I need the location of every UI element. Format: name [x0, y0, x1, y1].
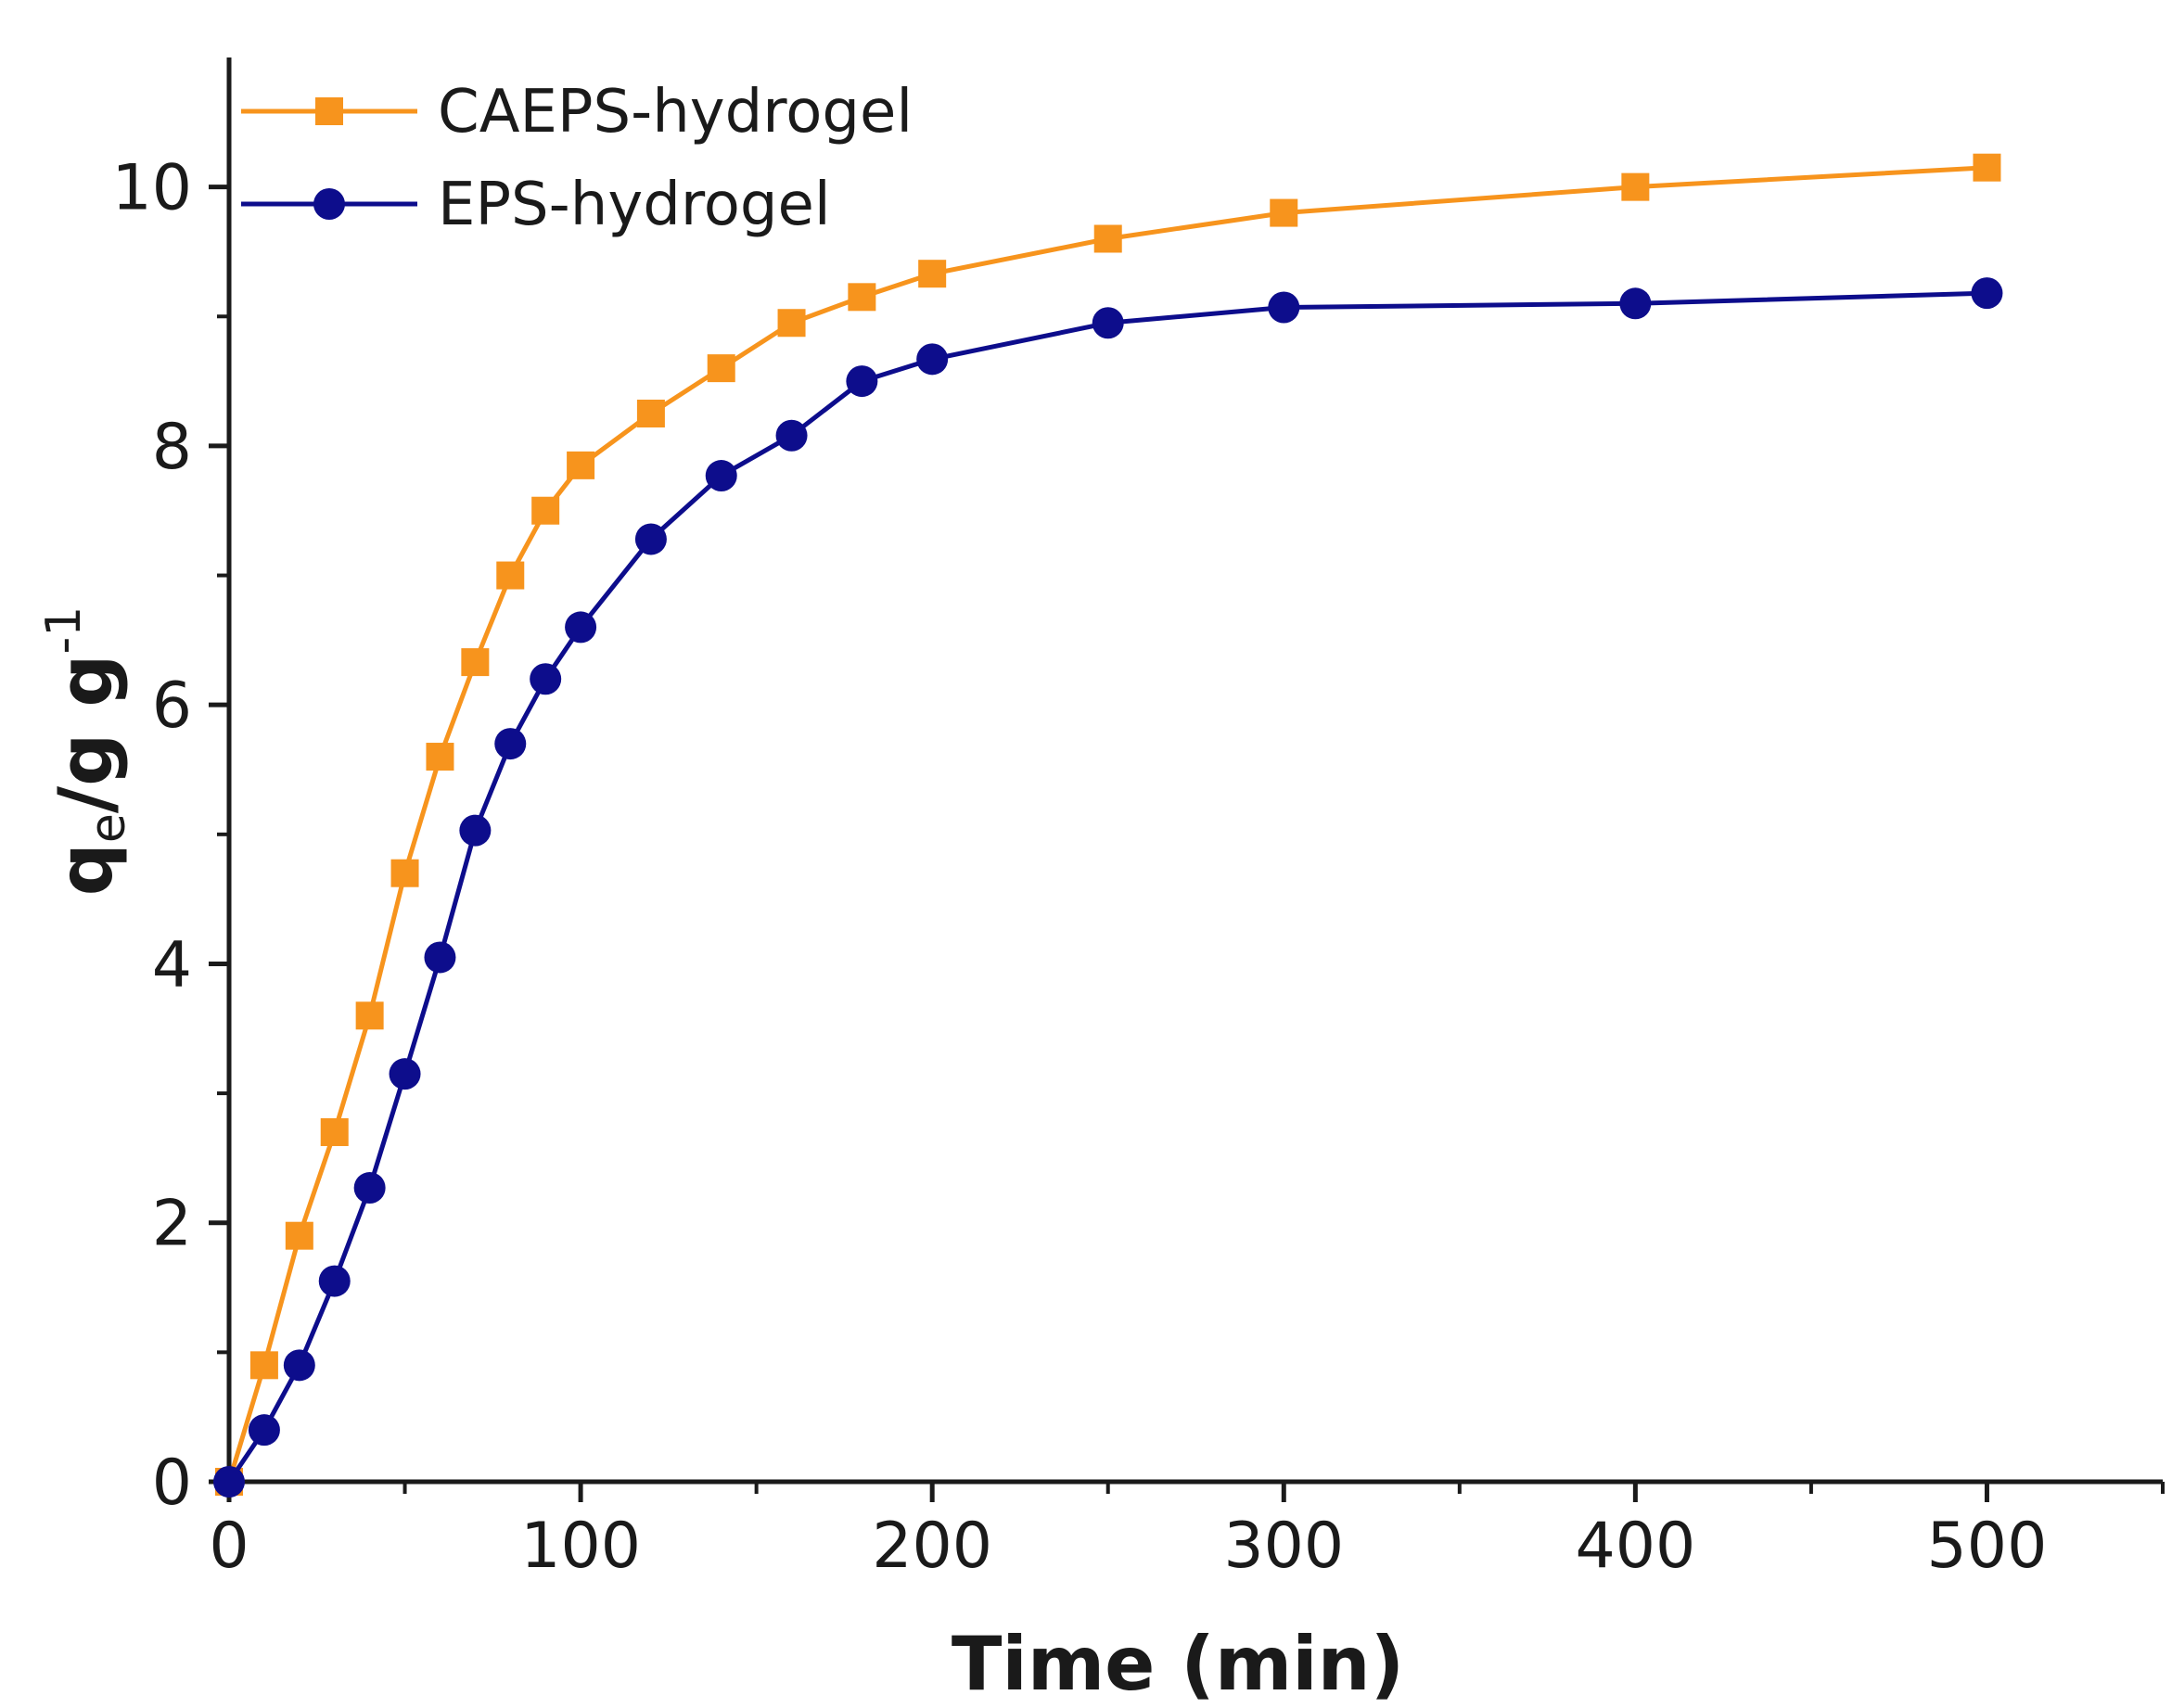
series-caeps-hydrogel [215, 153, 2001, 1496]
x-tick-label: 200 [872, 1510, 992, 1583]
y-axis-title-sub: e [81, 813, 136, 843]
data-point-caeps-hydrogel [707, 354, 735, 383]
y-axis-title: qe/g g-1 [36, 606, 136, 897]
series-line-caeps-hydrogel [226, 165, 1987, 1483]
data-point-caeps-hydrogel [320, 1117, 349, 1146]
data-point-eps-hydrogel [775, 419, 808, 452]
data-point-caeps-hydrogel [1270, 198, 1298, 227]
data-point-eps-hydrogel [1619, 287, 1652, 320]
data-point-eps-hydrogel [846, 365, 878, 398]
y-tick-label: 4 [152, 928, 192, 1001]
y-tick-label: 2 [152, 1188, 192, 1261]
data-point-caeps-hydrogel [567, 451, 595, 479]
data-point-eps-hydrogel [213, 1466, 245, 1498]
x-tick-label: 100 [520, 1510, 641, 1583]
data-point-caeps-hydrogel [636, 400, 665, 427]
data-point-eps-hydrogel [530, 663, 562, 695]
y-axis-title-unit: /g g [43, 654, 129, 813]
legend-item-caeps-hydrogel: CAEPS-hydrogel [241, 78, 913, 147]
data-point-eps-hydrogel [705, 460, 737, 492]
data-point-eps-hydrogel [248, 1414, 280, 1447]
data-point-caeps-hydrogel [531, 496, 560, 525]
x-tick-label: 0 [209, 1510, 249, 1583]
data-point-caeps-hydrogel [777, 309, 806, 338]
data-point-caeps-hydrogel [426, 743, 454, 771]
data-point-eps-hydrogel [494, 728, 527, 760]
data-point-eps-hydrogel [283, 1349, 315, 1382]
y-tick-label: 6 [152, 669, 192, 743]
legend-label-eps-hydrogel: EPS-hydrogel [438, 171, 831, 239]
y-tick-label: 0 [152, 1447, 192, 1520]
x-tick-label: 500 [1927, 1510, 2048, 1583]
data-point-caeps-hydrogel [355, 1001, 384, 1030]
legend-marker-eps-hydrogel [313, 188, 345, 220]
legend: CAEPS-hydrogel EPS-hydrogel [241, 78, 913, 239]
data-point-caeps-hydrogel [1621, 172, 1650, 201]
legend-label-caeps-hydrogel: CAEPS-hydrogel [438, 78, 913, 147]
data-point-eps-hydrogel [565, 611, 597, 644]
data-point-eps-hydrogel [459, 814, 492, 847]
data-point-caeps-hydrogel [461, 648, 490, 677]
data-point-eps-hydrogel [634, 523, 667, 555]
legend-item-eps-hydrogel: EPS-hydrogel [241, 171, 831, 239]
x-tick-label: 300 [1223, 1510, 1344, 1583]
data-point-caeps-hydrogel [1093, 224, 1122, 253]
data-point-eps-hydrogel [318, 1265, 351, 1297]
data-point-eps-hydrogel [389, 1058, 421, 1090]
series-eps-hydrogel [213, 277, 2003, 1498]
data-point-eps-hydrogel [916, 343, 949, 376]
data-point-eps-hydrogel [1092, 307, 1124, 339]
data-point-caeps-hydrogel [918, 260, 947, 288]
data-point-eps-hydrogel [1971, 277, 2003, 310]
data-point-caeps-hydrogel [848, 283, 876, 312]
series-line-eps-hydrogel [226, 290, 1987, 1484]
data-point-eps-hydrogel [353, 1172, 386, 1205]
data-point-caeps-hydrogel [285, 1221, 313, 1250]
data-point-eps-hydrogel [1268, 291, 1300, 324]
x-axis-title: Time (min) [952, 1621, 1404, 1707]
data-point-eps-hydrogel [424, 941, 456, 974]
y-axis-title-main: q [43, 843, 129, 896]
y-tick-label: 10 [111, 152, 192, 225]
x-tick-label: 400 [1575, 1510, 1695, 1583]
legend-marker-caeps-hydrogel [315, 97, 343, 125]
data-point-caeps-hydrogel [496, 561, 525, 590]
series-layer [213, 153, 2003, 1498]
data-point-caeps-hydrogel [249, 1351, 278, 1380]
axes: 0 100 200 300 400 500 0 2 4 6 8 10 [111, 57, 2165, 1583]
y-axis-title-sup: -1 [36, 606, 92, 655]
data-point-caeps-hydrogel [390, 859, 419, 887]
data-point-caeps-hydrogel [1973, 153, 2001, 182]
y-tick-label: 8 [152, 411, 192, 484]
